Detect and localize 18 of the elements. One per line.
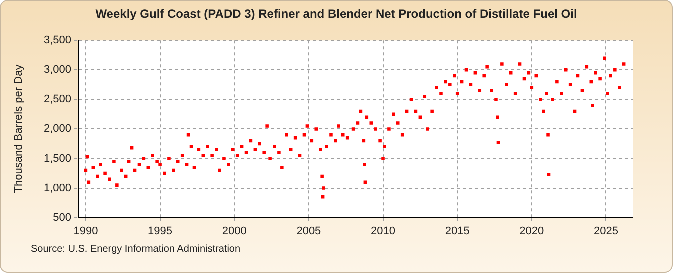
y-tick-label: 3,000 (44, 64, 72, 76)
y-tick-label: 500 (53, 212, 72, 224)
x-tick-label: 1995 (148, 225, 173, 238)
x-tick-label: 2000 (222, 225, 247, 238)
y-tick-label: 2,000 (44, 123, 72, 136)
y-tick-label: 2,500 (44, 94, 72, 106)
y-tick-label: 3,500 (44, 34, 72, 47)
y-axis-title: Thousand Barrels per Day (13, 64, 25, 196)
x-tick-label: 2010 (371, 225, 396, 238)
y-tick-label: 1,500 (44, 152, 72, 165)
x-tick-label: 2025 (594, 225, 618, 238)
y-tick-label: 1,000 (44, 182, 72, 194)
x-tick-label: 2015 (445, 225, 470, 238)
chart-title: Weekly Gulf Coast (PADD 3) Refiner and Blender Net Production of Distillate Fuel Oil (94, 7, 578, 21)
x-tick-label: 2020 (520, 225, 544, 238)
source-note: Source: U.S. Energy Information Administration (31, 244, 241, 255)
x-tick-label: 2005 (296, 225, 322, 238)
x-tick-label: 1990 (74, 225, 98, 238)
